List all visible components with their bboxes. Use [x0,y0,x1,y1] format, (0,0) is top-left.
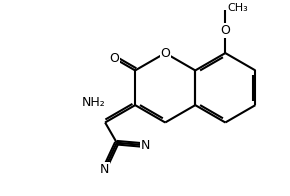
Text: NH₂: NH₂ [81,96,105,109]
Text: N: N [100,163,109,176]
Text: CH₃: CH₃ [228,3,248,13]
Text: N: N [141,139,151,152]
Text: O: O [220,24,230,37]
Text: O: O [160,47,170,60]
Text: O: O [109,52,119,65]
